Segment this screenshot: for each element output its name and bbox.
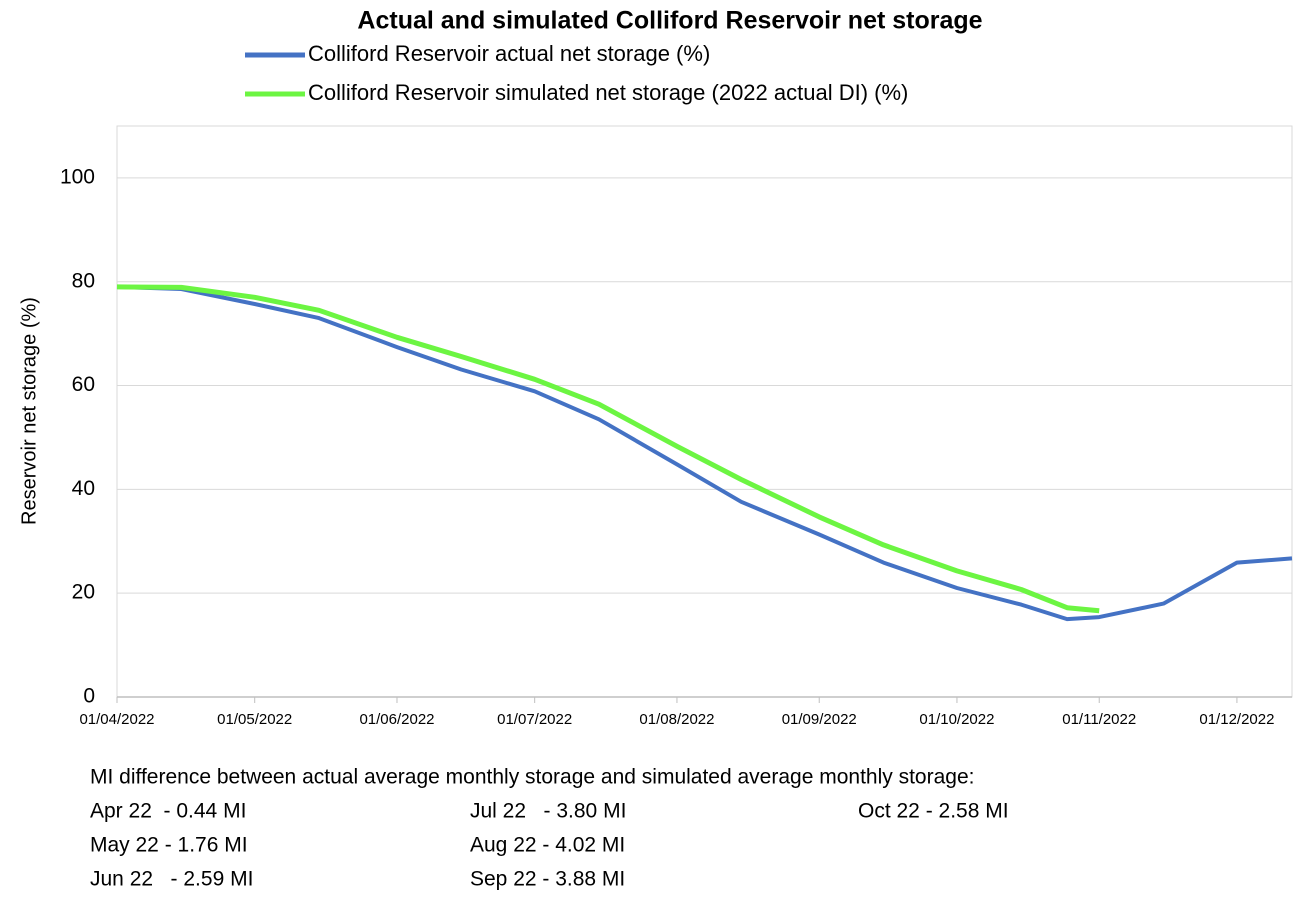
notes-heading: MI difference between actual average mon…: [90, 766, 974, 789]
x-tick-label: 01/05/2022: [217, 711, 292, 728]
y-axis-label: Reservoir net storage (%): [18, 297, 40, 525]
legend-label: Colliford Reservoir actual net storage (…: [308, 41, 710, 66]
y-tick-label: 60: [72, 373, 95, 396]
chart-title: Actual and simulated Colliford Reservoir…: [357, 7, 982, 35]
note-item: Apr 22 - 0.44 MI: [90, 800, 246, 823]
series-line: [116, 284, 1100, 614]
x-tick-label: 01/04/2022: [79, 711, 154, 728]
note-item: Aug 22 - 4.02 MI: [470, 834, 625, 857]
note-item: Oct 22 - 2.58 MI: [858, 800, 1009, 823]
x-tick-label: 01/07/2022: [497, 711, 572, 728]
x-tick-label: 01/12/2022: [1199, 711, 1274, 728]
note-item: Jul 22 - 3.80 MI: [470, 800, 626, 823]
x-tick-label: 01/06/2022: [359, 711, 434, 728]
y-tick-label: 100: [60, 165, 95, 188]
x-tick-label: 01/10/2022: [919, 711, 994, 728]
y-tick-label: 20: [72, 581, 95, 604]
note-item: Jun 22 - 2.59 MI: [90, 868, 253, 891]
legend-label: Colliford Reservoir simulated net storag…: [308, 80, 908, 105]
x-tick-label: 01/08/2022: [639, 711, 714, 728]
plot-frame: [116, 125, 1293, 698]
y-tick-label: 0: [83, 685, 95, 708]
x-tick-label: 01/11/2022: [1062, 711, 1136, 728]
series-line: [116, 284, 1293, 622]
note-item: Sep 22 - 3.88 MI: [470, 868, 625, 891]
y-tick-label: 40: [72, 477, 95, 500]
x-tick-label: 01/09/2022: [782, 711, 857, 728]
y-tick-label: 80: [72, 269, 95, 292]
note-item: May 22 - 1.76 MI: [90, 834, 248, 857]
